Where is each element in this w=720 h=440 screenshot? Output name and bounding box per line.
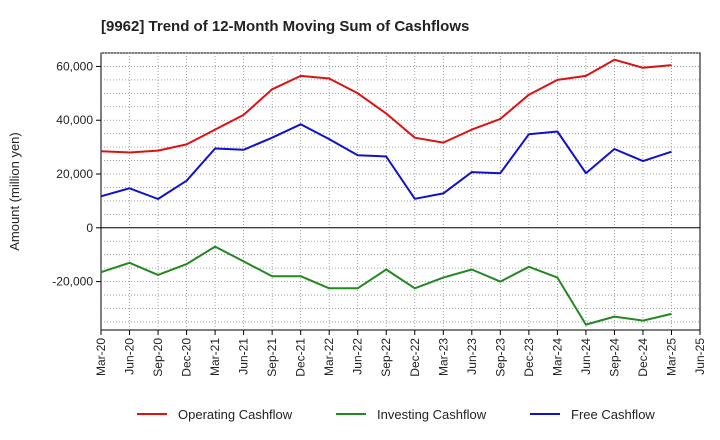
x-tick-label: Dec-24: [636, 338, 650, 377]
x-tick-label: Jun-20: [123, 338, 137, 375]
legend-label-investing-cashflow: Investing Cashflow: [377, 407, 487, 422]
x-tick-label: Jun-22: [351, 338, 365, 375]
x-tick-label: Jun-24: [579, 338, 593, 375]
y-tick-label: 60,000: [56, 59, 93, 73]
x-tick-label: Mar-22: [322, 338, 336, 376]
x-tick-label: Sep-20: [151, 338, 165, 377]
legend: Operating Cashflow Investing Cashflow Free…: [137, 407, 655, 422]
chart-title: [9962] Trend of 12-Month Moving Sum of C…: [101, 18, 469, 35]
series-line-investing-cashflow: [100, 245, 672, 326]
x-tick-label: Mar-24: [550, 338, 564, 376]
x-tick-label: Jun-25: [693, 338, 707, 375]
y-tick-label: 20,000: [56, 167, 93, 181]
x-tick-label: Mar-20: [94, 338, 108, 376]
x-tick-label: Dec-20: [180, 338, 194, 377]
legend-label-operating-cashflow: Operating Cashflow: [178, 407, 293, 422]
y-axis-label: Amount (million yen): [7, 132, 22, 251]
series-line-free-cashflow: [100, 123, 672, 200]
y-tick-label: 40,000: [56, 113, 93, 127]
x-axis-ticks: Mar-20 Jun-20 Sep-20 Dec-20 Mar-21 Jun-21 Sep-…: [94, 330, 707, 377]
x-tick-label: Mar-23: [436, 338, 450, 376]
x-tick-label: Jun-23: [465, 338, 479, 375]
x-tick-label: Dec-23: [522, 338, 536, 377]
x-tick-label: Jun-21: [237, 338, 251, 375]
x-tick-label: Mar-21: [208, 338, 222, 376]
x-tick-label: Dec-22: [408, 338, 422, 377]
x-tick-label: Sep-24: [607, 338, 621, 377]
y-tick-label: -20,000: [52, 275, 93, 289]
series-line-operating-cashflow: [100, 58, 672, 154]
y-tick-label: 0: [86, 221, 93, 235]
x-tick-label: Sep-21: [265, 338, 279, 377]
x-tick-label: Dec-21: [294, 338, 308, 377]
legend-label-free-cashflow: Free Cashflow: [571, 407, 655, 422]
y-axis-ticks: -20,000 0 20,000 40,000 60,000: [52, 59, 101, 289]
series-lines: [100, 58, 672, 326]
plot-area: [100, 52, 701, 331]
x-tick-label: Sep-22: [379, 338, 393, 377]
x-tick-label: Sep-23: [493, 338, 507, 377]
x-tick-label: Mar-25: [664, 338, 678, 376]
